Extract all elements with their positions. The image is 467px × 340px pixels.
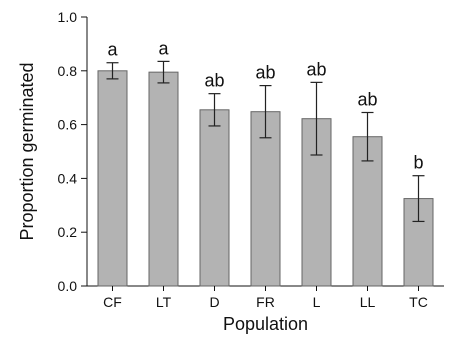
- significance-label: ab: [306, 59, 326, 79]
- y-tick-label: 0.0: [58, 278, 78, 294]
- y-tick-label: 0.2: [58, 224, 78, 240]
- error-bars: [106, 60, 425, 223]
- y-tick-label: 0.8: [58, 63, 78, 79]
- x-tick-label: LT: [156, 294, 172, 310]
- bars: [97, 70, 434, 287]
- bar-lt: [148, 71, 179, 287]
- x-tick-label: FR: [256, 294, 275, 310]
- y-axis-ticks: 0.0 0.2 0.4 0.6 0.8 1.0: [58, 9, 87, 294]
- error-bar-lt: [157, 60, 170, 84]
- significance-label: ab: [357, 89, 377, 109]
- y-tick-label: 0.4: [58, 170, 78, 186]
- bar-d: [199, 109, 230, 287]
- significance-label: ab: [255, 63, 275, 83]
- x-tick-label: L: [313, 294, 321, 310]
- y-axis-title: Proportion germinated: [17, 62, 37, 240]
- significance-label: a: [158, 38, 169, 58]
- significance-label: b: [413, 153, 423, 173]
- x-tick-label: CF: [103, 294, 122, 310]
- bar-cf: [97, 70, 128, 287]
- error-bar-ll: [361, 111, 374, 162]
- significance-labels: a a ab ab ab ab b: [107, 38, 423, 172]
- x-axis-ticks: CF LT D FR L LL TC: [103, 286, 428, 310]
- y-tick-label: 1.0: [58, 9, 78, 25]
- error-bar-d: [208, 93, 221, 127]
- y-tick-label: 0.6: [58, 117, 78, 133]
- error-bar-cf: [106, 62, 119, 80]
- error-bar-tc: [412, 175, 425, 223]
- x-axis-title: Population: [223, 314, 308, 334]
- x-tick-label: D: [209, 294, 219, 310]
- significance-label: a: [107, 40, 118, 60]
- x-tick-label: TC: [409, 294, 428, 310]
- significance-label: ab: [204, 71, 224, 91]
- error-bar-l: [310, 81, 323, 156]
- x-tick-label: LL: [360, 294, 376, 310]
- error-bar-fr: [259, 84, 272, 139]
